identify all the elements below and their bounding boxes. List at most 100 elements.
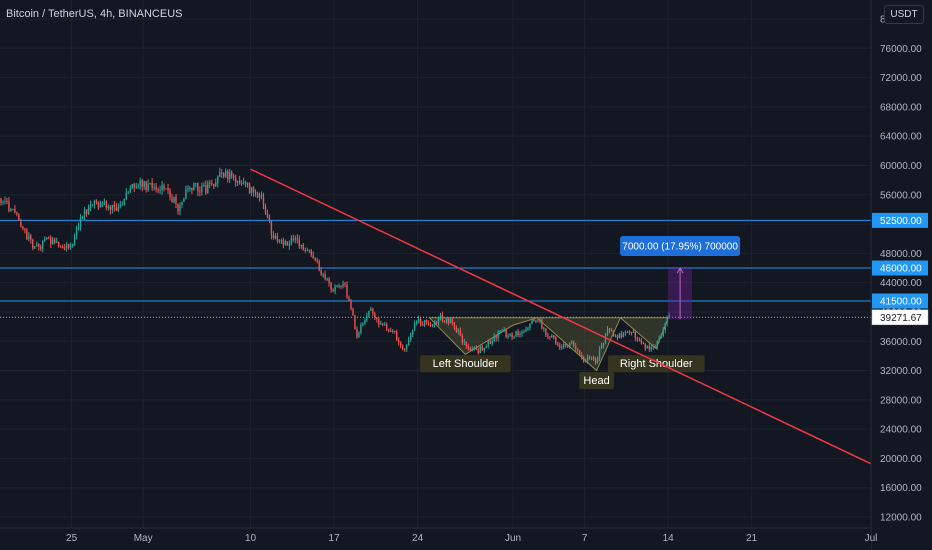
candlestick-series <box>0 167 670 366</box>
candle-body <box>378 319 380 325</box>
candle-body <box>549 336 551 338</box>
pattern-label: Head <box>583 375 609 387</box>
candle-body <box>314 258 316 261</box>
candle-body <box>75 229 78 236</box>
candle-body <box>57 241 60 247</box>
candle-body <box>533 319 535 322</box>
candle-body <box>268 216 271 221</box>
horizontal-levels[interactable] <box>0 219 871 302</box>
candle-body <box>626 331 629 333</box>
candle-body <box>350 300 352 309</box>
candle-body <box>205 185 207 193</box>
measure-label-box <box>620 236 741 257</box>
candle-body <box>539 319 541 322</box>
level-price-label: 41500.00 <box>880 296 922 307</box>
level-price-tag <box>872 260 928 276</box>
pattern-label-box <box>420 355 511 373</box>
candle-body <box>511 333 513 338</box>
candle-body <box>519 333 521 336</box>
candle-body <box>578 350 581 355</box>
candle-body <box>234 178 237 183</box>
candle-body <box>600 345 603 349</box>
candle-body <box>481 346 483 351</box>
x-tick-label: Jul <box>865 533 878 544</box>
candle-body <box>324 274 326 280</box>
candle-body <box>328 278 330 284</box>
candle-body <box>592 357 595 360</box>
x-tick-label: 21 <box>746 533 758 544</box>
candle-body <box>467 346 470 349</box>
candle-body <box>4 201 6 203</box>
currency-button[interactable]: USDT <box>884 5 924 24</box>
candle-body <box>26 229 28 240</box>
y-tick-label: 60000.00 <box>880 161 922 172</box>
candle-body <box>167 188 169 191</box>
candle-body <box>608 328 611 331</box>
descending-trendline <box>250 168 884 471</box>
candle-body <box>34 246 36 249</box>
candle-body <box>59 246 62 248</box>
candle-body <box>668 315 670 318</box>
candle-body <box>171 197 173 203</box>
candle-body <box>179 204 181 212</box>
candle-body <box>89 204 92 209</box>
candle-body <box>189 187 191 189</box>
candle-body <box>640 339 643 343</box>
candle-body <box>423 320 426 326</box>
candle-body <box>580 354 583 357</box>
candle-body <box>648 346 650 350</box>
candle-body <box>449 319 452 324</box>
candle-body <box>304 249 306 251</box>
candle-body <box>274 235 277 239</box>
candle-body <box>16 212 18 215</box>
candle-body <box>157 189 159 191</box>
candle-body <box>67 244 70 248</box>
candle-body <box>602 343 605 346</box>
candle-body <box>586 356 589 362</box>
candle-body <box>394 330 396 332</box>
candle-body <box>399 342 402 347</box>
candle-body <box>427 322 430 325</box>
candle-body <box>262 196 265 206</box>
candle-body <box>36 244 38 247</box>
candle-body <box>38 244 40 247</box>
candle-body <box>590 357 593 359</box>
candle-body <box>664 322 666 331</box>
candle-body <box>270 220 273 235</box>
price-range-measure[interactable]: 7000.00 (17.95%) 700000 <box>620 236 741 320</box>
y-tick-label: 16000.00 <box>880 483 922 494</box>
candle-body <box>109 206 112 210</box>
candle-body <box>457 330 460 332</box>
candle-body <box>250 187 253 193</box>
candle-body <box>276 235 279 241</box>
pattern-label-box <box>607 355 705 373</box>
candle-body <box>616 335 619 339</box>
time-axis-panel[interactable] <box>0 528 871 550</box>
candle-body <box>374 313 376 318</box>
candle-body <box>658 338 660 342</box>
candle-body <box>594 359 597 363</box>
candle-body <box>181 201 183 205</box>
candle-body <box>535 320 537 322</box>
candle-body <box>244 182 247 184</box>
candle-body <box>133 183 135 188</box>
candle-body <box>155 186 157 190</box>
head-and-shoulders-pattern[interactable]: Left Shoulder Head Right Shoulder <box>420 316 705 390</box>
candle-body <box>238 180 241 184</box>
candle-body <box>159 189 161 191</box>
candle-body <box>576 349 579 351</box>
y-tick-label: 48000.00 <box>880 249 922 260</box>
candle-body <box>290 238 293 244</box>
candle-body <box>425 320 428 323</box>
candle-body <box>292 238 295 240</box>
candle-body <box>175 196 177 204</box>
candle-body <box>435 322 438 324</box>
candle-body <box>451 319 454 324</box>
price-tags: 52500.00 46000.00 41500.00 39271.67 <box>871 212 929 326</box>
candle-body <box>505 330 507 337</box>
candle-body <box>300 244 302 246</box>
candle-body <box>622 333 625 338</box>
trendline[interactable] <box>250 168 884 471</box>
candle-body <box>419 318 422 325</box>
